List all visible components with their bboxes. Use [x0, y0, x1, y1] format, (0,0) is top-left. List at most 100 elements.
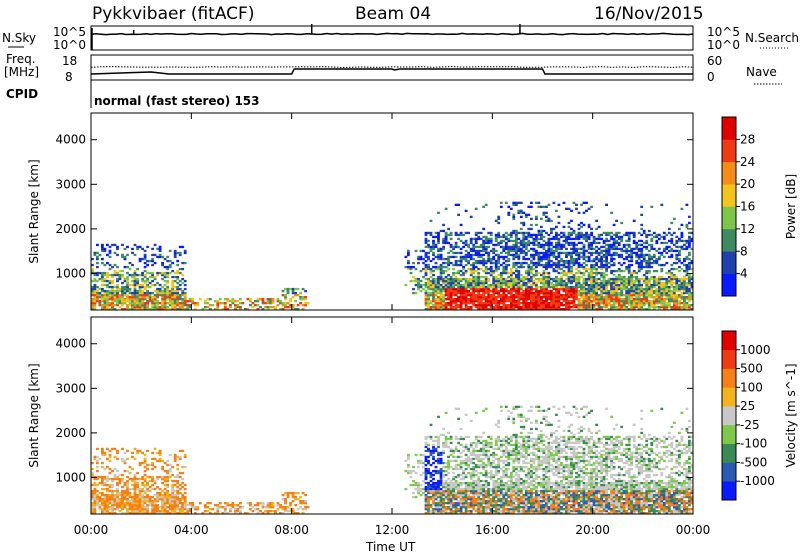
data-cell: [464, 300, 468, 303]
data-cell: [645, 294, 649, 297]
data-cell: [291, 493, 295, 497]
data-cell: [191, 506, 195, 509]
data-cell: [116, 487, 119, 491]
data-cell: [198, 502, 202, 505]
data-cell: [630, 308, 634, 311]
data-cell: [542, 269, 546, 273]
data-cell: [447, 459, 450, 463]
data-cell: [439, 495, 443, 499]
data-cell: [236, 304, 240, 307]
data-cell: [612, 287, 616, 291]
data-cell: [484, 269, 488, 273]
data-cell: [492, 275, 496, 279]
data-cell: [678, 249, 681, 253]
data-cell: [113, 291, 117, 295]
data-cell: [121, 493, 124, 497]
data-cell: [672, 306, 676, 309]
data-cell: [565, 277, 568, 281]
data-cell: [161, 500, 164, 503]
data-cell: [427, 245, 430, 249]
data-cell: [234, 304, 237, 307]
data-cell: [424, 283, 428, 287]
data-cell: [630, 298, 634, 301]
data-cell: [91, 471, 94, 475]
data-cell: [289, 508, 292, 511]
data-cell: [181, 512, 185, 515]
data-cell: [176, 504, 180, 507]
data-cell: [106, 294, 109, 297]
data-cell: [136, 508, 139, 511]
data-cell: [647, 304, 651, 307]
data-cell: [158, 510, 162, 513]
data-cell: [111, 294, 114, 297]
data-cell: [535, 271, 538, 275]
data-cell: [153, 289, 157, 293]
data-cell: [221, 506, 225, 509]
data-cell: [173, 498, 177, 501]
data-cell: [517, 201, 521, 204]
data-cell: [427, 251, 430, 255]
data-cell: [163, 469, 167, 473]
data-cell: [111, 498, 114, 501]
data-cell: [615, 235, 618, 239]
data-cell: [216, 504, 220, 507]
data-cell: [547, 308, 551, 311]
data-cell: [469, 302, 473, 305]
data-cell: [527, 279, 531, 283]
data-cell: [645, 239, 649, 243]
data-cell: [459, 223, 463, 227]
data-cell: [464, 239, 468, 243]
data-cell: [284, 508, 287, 511]
data-cell: [186, 504, 190, 507]
data-cell: [472, 267, 476, 271]
data-cell: [234, 308, 237, 311]
data-cell: [193, 304, 197, 307]
data-cell: [570, 275, 573, 279]
data-cell: [111, 489, 114, 493]
data-cell: [550, 249, 553, 253]
data-cell: [96, 477, 99, 481]
data-cell: [590, 306, 593, 309]
data-cell: [489, 271, 493, 275]
data-cell: [93, 508, 97, 511]
data-cell: [437, 237, 440, 241]
data-cell: [484, 304, 488, 307]
data-cell: [479, 302, 483, 305]
data-cell: [447, 461, 450, 465]
data-cell: [469, 291, 473, 295]
data-cell: [512, 201, 516, 204]
data-cell: [502, 294, 506, 297]
data-cell: [607, 251, 611, 255]
data-cell: [412, 261, 415, 265]
data-cell: [93, 308, 97, 311]
data-cell: [429, 510, 433, 513]
data-cell: [617, 231, 621, 235]
data-cell: [269, 506, 272, 509]
data-cell: [449, 243, 453, 247]
data-cell: [442, 271, 445, 275]
data-cell: [617, 308, 621, 311]
data-cell: [607, 308, 611, 311]
data-cell: [560, 245, 563, 249]
data-cell: [444, 445, 448, 449]
data-cell: [439, 255, 443, 259]
data-cell: [429, 449, 433, 453]
data-cell: [427, 287, 430, 291]
data-cell: [570, 294, 573, 297]
data-cell: [442, 491, 445, 495]
data-cell: [143, 465, 147, 469]
data-cell: [499, 201, 503, 204]
data-cell: [592, 275, 596, 279]
data-cell: [188, 306, 192, 309]
data-cell: [138, 289, 142, 293]
data-cell: [299, 298, 302, 301]
data-cell: [178, 298, 182, 301]
data-cell: [509, 298, 513, 301]
data-cell: [542, 277, 546, 281]
data-cell: [123, 493, 127, 497]
data-cell: [424, 271, 428, 275]
data-cell: [432, 298, 435, 301]
data-cell: [116, 304, 119, 307]
data-cell: [555, 249, 558, 253]
data-cell: [509, 291, 513, 295]
